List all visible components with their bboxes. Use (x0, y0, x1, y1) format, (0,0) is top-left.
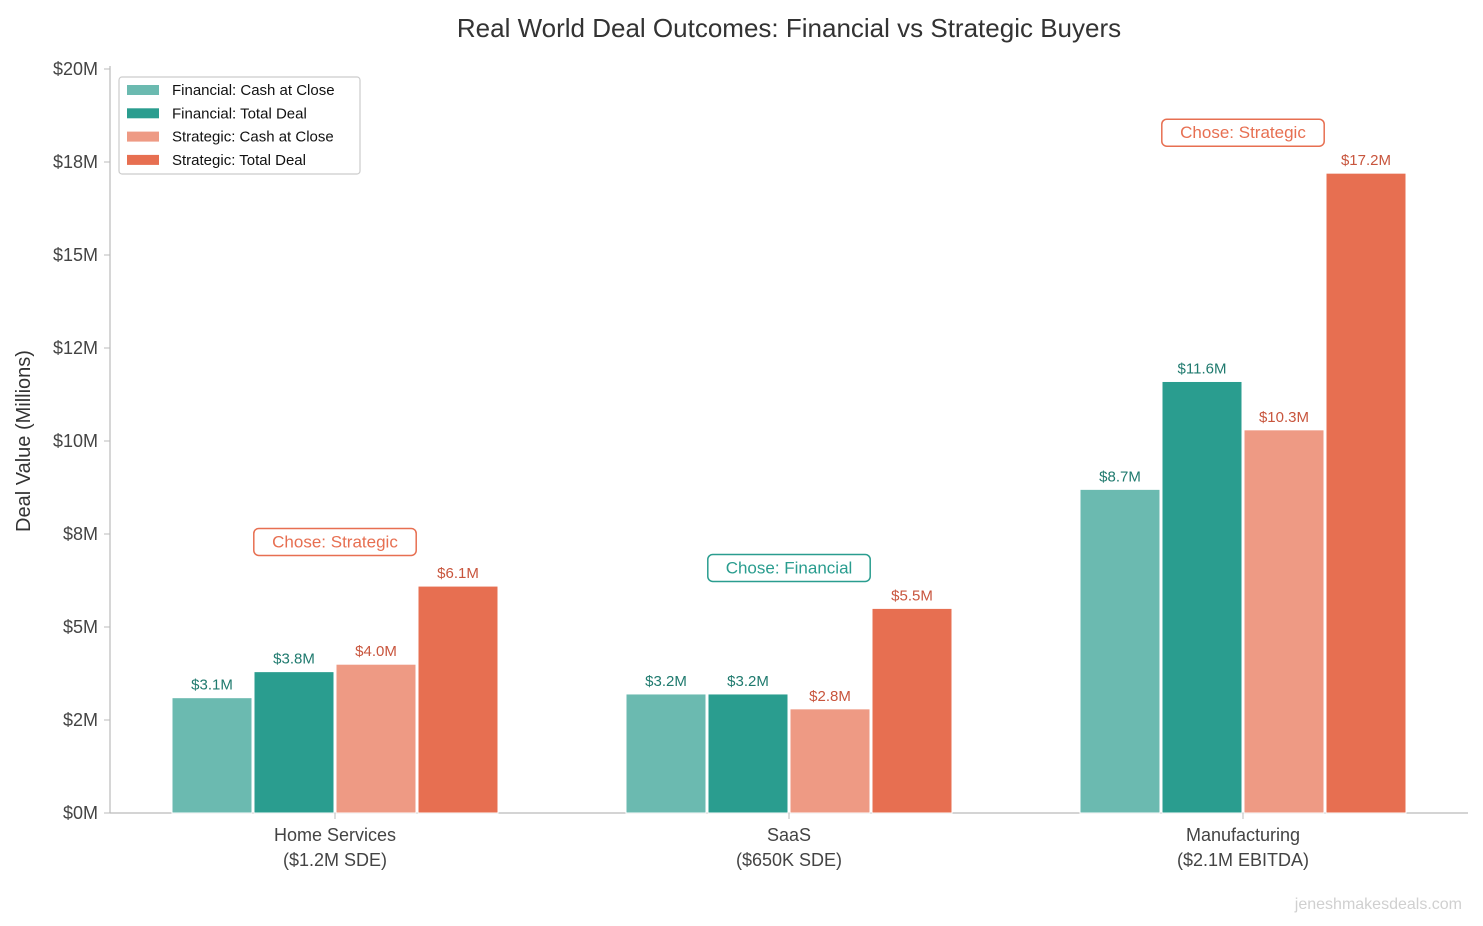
bar (1079, 488, 1161, 814)
legend-label: Strategic: Cash at Close (172, 129, 334, 146)
y-tick-label: $10M (53, 431, 98, 451)
legend-swatch (127, 85, 159, 95)
y-tick-label: $12M (53, 338, 98, 358)
y-tick-label: $2M (63, 710, 98, 730)
bar (707, 693, 789, 814)
bars: $3.1M $3.2M $8.7M $3.8M $3.2M $11.6M $4.0M $2.8… (171, 152, 1407, 814)
legend-swatch (127, 131, 159, 142)
bar (417, 585, 499, 814)
legend: Financial: Cash at Close Financial: Total… (118, 76, 361, 175)
x-tick-label: ($1.2M SDE) (283, 850, 387, 870)
bar-value-label: $5.5M (891, 587, 933, 604)
y-axis-label: Deal Value (Millions) (13, 350, 35, 532)
bar-value-label: $6.1M (437, 565, 479, 582)
x-tick-label: ($2.1M EBITDA) (1177, 850, 1309, 870)
annotation-box (1161, 118, 1325, 147)
legend-swatch (127, 108, 159, 119)
x-tick-label: Manufacturing (1186, 825, 1300, 845)
annotation-box (253, 527, 417, 557)
bar-value-label: $3.8M (273, 651, 315, 668)
bar-value-label: $2.8M (809, 688, 851, 705)
watermark: jeneshmakesdeals.com (1294, 896, 1462, 913)
bar (871, 607, 953, 814)
annotation-text: Chose: Financial (726, 558, 853, 577)
bar-value-label: $11.6M (1178, 360, 1227, 377)
chart-title: Real World Deal Outcomes: Financial vs S… (457, 13, 1121, 43)
y-tick-label: $20M (53, 59, 98, 79)
y-tick-label: $18M (53, 152, 98, 172)
bar-value-label: $3.2M (645, 673, 687, 690)
x-tick-label: ($650K SDE) (736, 850, 842, 870)
y-tick-label: $15M (53, 245, 98, 265)
bar-value-label: $17.2M (1341, 152, 1391, 169)
legend-label: Financial: Total Deal (172, 105, 307, 122)
legend-label: Financial: Cash at Close (172, 82, 335, 99)
bar-value-label: $3.1M (191, 677, 233, 694)
bar (1243, 429, 1325, 814)
annotations: Chose: Strategic Chose: Financial Chose: S… (253, 118, 1325, 583)
x-tick-label: Home Services (274, 825, 396, 845)
bar (171, 697, 253, 814)
bar (253, 671, 335, 814)
bar-value-label: $3.2M (727, 673, 769, 690)
y-tick-label: $8M (63, 524, 98, 544)
bar-value-label: $10.3M (1259, 409, 1309, 426)
bar-value-label: $4.0M (355, 643, 397, 660)
bar (1161, 380, 1243, 814)
legend-swatch (127, 154, 159, 165)
axes: $0M $2M $5M $8M $10M $12M $15M $18M $20M Home Ser… (53, 59, 1468, 870)
bar-value-label: $8.7M (1099, 468, 1141, 485)
annotation-text: Chose: Strategic (272, 532, 398, 551)
bar (335, 663, 417, 814)
annotation-box (707, 553, 871, 583)
y-tick-label: $5M (63, 617, 98, 637)
legend-label: Strategic: Total Deal (172, 152, 306, 169)
bar (625, 693, 707, 814)
legend-box (118, 76, 361, 175)
x-tick-label: SaaS (767, 825, 811, 845)
y-tick-label: $0M (63, 803, 98, 823)
annotation-text: Chose: Strategic (1180, 123, 1306, 142)
bar (789, 708, 871, 814)
bar (1325, 172, 1407, 814)
